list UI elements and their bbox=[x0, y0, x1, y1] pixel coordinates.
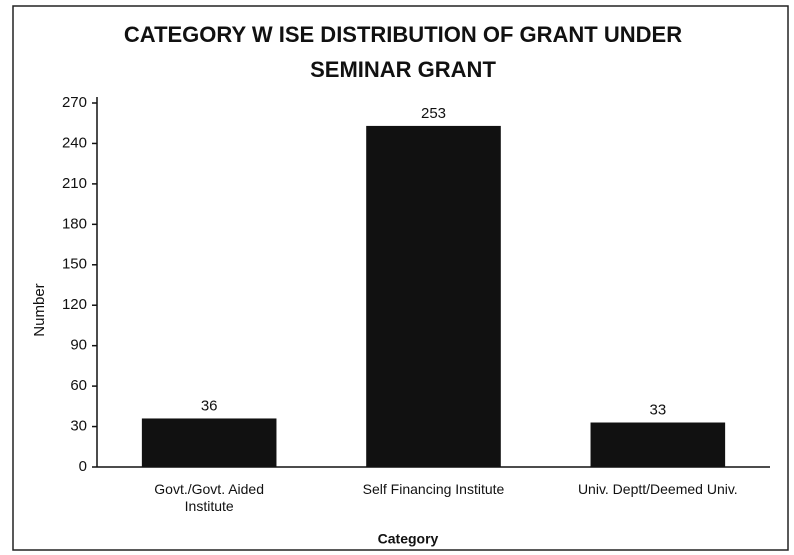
data-label: 33 bbox=[649, 401, 666, 418]
chart-title: CATEGORY W ISE DISTRIBUTION OF GRANT UND… bbox=[124, 22, 682, 47]
x-tick-label: Govt./Govt. Aided Institute bbox=[154, 481, 265, 514]
y-tick-label: 210 bbox=[62, 175, 87, 192]
y-tick-label: 30 bbox=[70, 418, 87, 435]
data-label: 253 bbox=[421, 105, 446, 122]
y-tick-label: 180 bbox=[62, 215, 87, 232]
bar bbox=[590, 422, 726, 467]
bar bbox=[366, 125, 501, 467]
chart-border bbox=[12, 5, 789, 551]
chart-title: SEMINAR GRANT bbox=[310, 57, 496, 82]
y-tick-label: 240 bbox=[62, 134, 87, 151]
y-tick-label: 60 bbox=[70, 377, 87, 394]
x-tick-label: Self Financing Institute bbox=[362, 481, 505, 497]
data-label: 36 bbox=[201, 397, 218, 414]
x-axis-label: Category bbox=[378, 531, 439, 547]
x-tick-label: Univ. Deptt/Deemed Univ. bbox=[577, 481, 738, 497]
y-tick-label: 0 bbox=[79, 458, 87, 475]
y-tick-label: 150 bbox=[62, 256, 87, 273]
bar bbox=[141, 418, 277, 467]
y-tick-label: 270 bbox=[62, 94, 87, 111]
y-tick-label: 90 bbox=[70, 337, 87, 354]
y-axis-label: Number bbox=[31, 283, 48, 336]
y-tick-label: 120 bbox=[62, 296, 87, 313]
